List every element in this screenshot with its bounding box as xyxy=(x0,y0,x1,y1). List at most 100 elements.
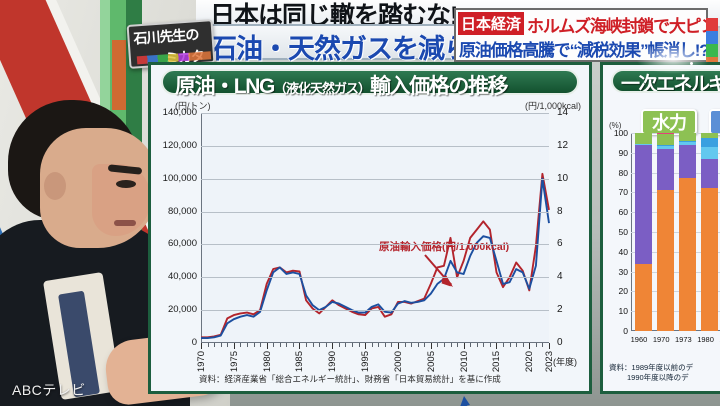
x-axis-tick xyxy=(214,343,216,347)
bar-segment-天然ガス xyxy=(656,145,674,149)
x-axis-tick xyxy=(365,343,367,349)
x-axis-tick xyxy=(430,343,432,349)
line-series-svg xyxy=(201,172,550,340)
x-axis-tick xyxy=(470,343,472,347)
secondary-y-tick: 20 xyxy=(618,286,628,297)
x-axis-tick xyxy=(404,343,406,347)
logo-line1: 石川先生の xyxy=(132,26,199,47)
x-axis-tick xyxy=(443,343,445,347)
y-axis-tick-left: 0 xyxy=(191,337,197,348)
x-axis-tick-label: 2000 xyxy=(392,351,404,373)
stacked-bar-plot: 0102030405060708090100196019701973198019… xyxy=(614,128,720,344)
bar-segment-その他 xyxy=(656,133,674,134)
badge-nuclear: 原 xyxy=(709,109,720,135)
y-axis-tick-left: 140,000 xyxy=(162,107,197,118)
secondary-y-tick: 0 xyxy=(623,326,628,336)
secondary-y-unit: (%) xyxy=(609,121,622,130)
x-axis-tick-label: 1975 xyxy=(228,351,240,373)
studio-accent-orange xyxy=(112,40,126,110)
secondary-gridline xyxy=(631,271,720,273)
x-axis-tick xyxy=(496,343,498,349)
bar-segment-原子力 xyxy=(656,144,674,146)
x-axis-tick xyxy=(332,343,334,349)
x-axis-tick xyxy=(227,343,229,347)
x-axis-tick xyxy=(220,343,222,347)
x-axis-tick-label: 2020 xyxy=(524,351,536,373)
x-axis-tick xyxy=(476,343,478,347)
annotation-oil-label: 原油輸入価格(円/1,000kcal) xyxy=(379,241,510,253)
x-axis-tick xyxy=(371,343,373,347)
x-axis-tick xyxy=(240,343,242,347)
x-axis-tick-label: 1990 xyxy=(327,351,339,373)
y-axis-tick-left: 100,000 xyxy=(162,172,197,184)
caption-line-1: 日本経済ホルムズ海峡封鎖で大ピンチ!? xyxy=(456,10,706,35)
x-axis-tick xyxy=(378,343,380,347)
secondary-y-tick: 50 xyxy=(618,227,628,237)
x-axis-tick xyxy=(549,343,550,349)
x-axis-tick xyxy=(319,343,321,347)
main-chart-title: 原油・LNG（液化天然ガス）輸入価格の推移 xyxy=(175,70,509,100)
x-axis-tick xyxy=(437,343,439,347)
host-ear xyxy=(44,172,66,200)
lng-price-line xyxy=(201,177,550,340)
x-axis-tick xyxy=(325,343,327,347)
x-axis-tick xyxy=(273,343,275,347)
secondary-gridline xyxy=(631,291,720,293)
y-axis-tick-left: 60,000 xyxy=(167,238,197,250)
badge-hydro: 水力 xyxy=(641,109,697,135)
bar-segment-水力 xyxy=(656,134,674,145)
x-axis-tick xyxy=(411,343,413,347)
host-mouth xyxy=(114,220,136,226)
x-axis-tick xyxy=(306,343,308,347)
x-axis-tick xyxy=(391,343,393,347)
x-axis-tick xyxy=(286,343,288,347)
x-axis-tick xyxy=(345,343,347,347)
gridline xyxy=(201,113,549,114)
x-axis-tick xyxy=(489,343,491,347)
secondary-y-tick: 10 xyxy=(618,306,628,317)
y-axis-unit-left: (円/トン) xyxy=(175,101,211,111)
bar-segment-原子力 xyxy=(679,140,697,142)
main-chart-source: 資料：経済産業省「総合エネルギー統計」、財務省「日本貿易統計」を基に作成 xyxy=(199,374,501,384)
secondary-y-tick: 30 xyxy=(618,266,628,277)
sparkle-icon xyxy=(690,62,693,65)
x-axis-tick xyxy=(542,343,544,347)
secondary-gridline xyxy=(631,212,720,214)
secondary-x-tick: 1980 xyxy=(697,335,714,344)
x-axis-tick xyxy=(233,343,235,349)
title-paren: （液化天然ガス） xyxy=(273,81,371,96)
x-axis-unit: (年度) xyxy=(553,357,577,367)
x-axis-tick xyxy=(260,343,262,347)
y-axis-tick-right: 4 xyxy=(557,271,563,283)
bar-segment-石油 xyxy=(679,177,697,331)
x-axis-tick-label: 1980 xyxy=(261,351,273,373)
x-axis-tick xyxy=(397,343,399,349)
x-axis-tick xyxy=(253,343,255,347)
secondary-gridline xyxy=(631,251,720,253)
y-axis-tick-right: 8 xyxy=(557,205,563,217)
x-axis-tick xyxy=(503,343,505,347)
bar-segment-石炭 xyxy=(679,144,697,178)
bar-segment-石油 xyxy=(656,190,674,331)
gridline xyxy=(201,145,549,147)
x-axis-tick-label: 2005 xyxy=(425,351,437,373)
host-eye xyxy=(116,180,136,188)
x-axis-tick xyxy=(279,343,281,347)
bar-segment-水力 xyxy=(679,133,697,141)
bar-segment-天然ガス xyxy=(634,143,652,145)
secondary-source-line2: 1990年度以降のデ xyxy=(627,372,689,382)
x-axis-tick-label: 1970 xyxy=(196,351,207,373)
gridline xyxy=(201,244,549,246)
bar-segment-石炭 xyxy=(701,158,719,189)
secondary-gridline xyxy=(631,192,720,194)
caption-tag: 日本経済 xyxy=(458,12,525,35)
x-axis-tick xyxy=(358,343,360,347)
secondary-gridline xyxy=(631,152,720,154)
caption-text-1: ホルムズ海峡封鎖で大ピンチ!? xyxy=(527,17,706,35)
secondary-y-tick: 100 xyxy=(613,128,628,138)
y-axis-unit-right: (円/1,000kcal) xyxy=(524,101,581,111)
bar-segment-原子力 xyxy=(701,137,719,147)
x-axis-tick xyxy=(535,343,537,347)
gridline xyxy=(201,211,549,213)
